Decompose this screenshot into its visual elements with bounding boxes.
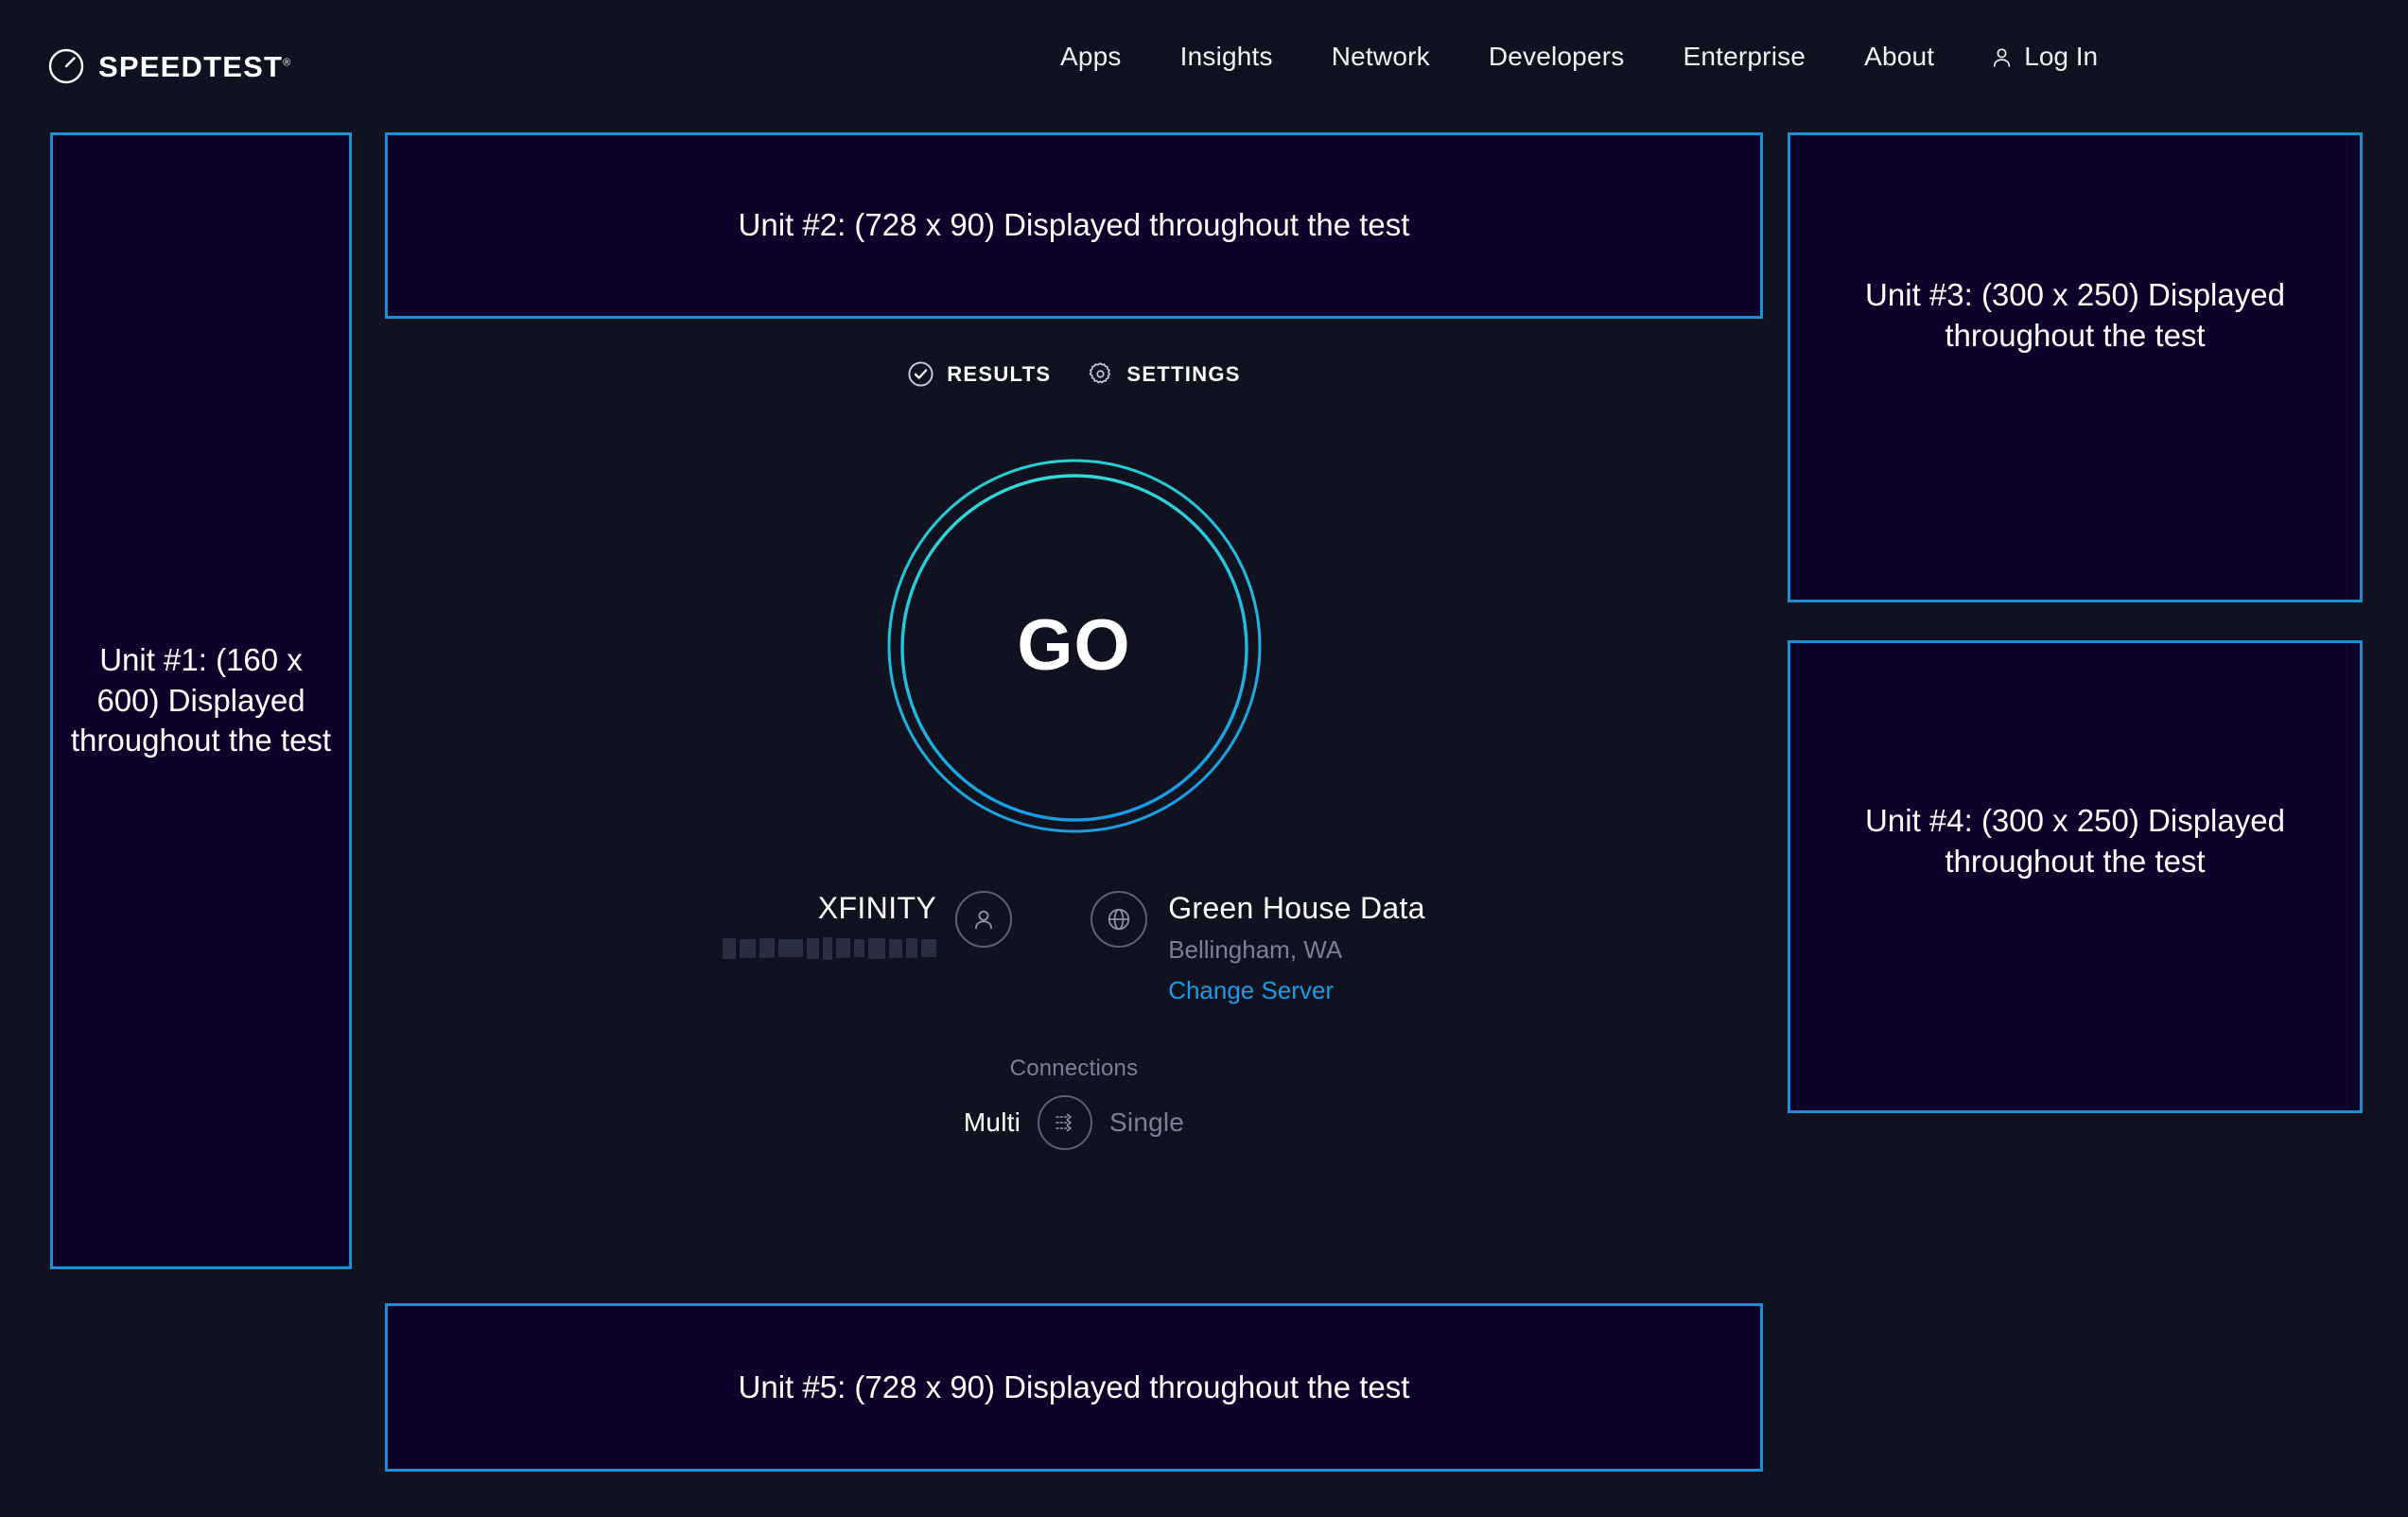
nav-item-enterprise[interactable]: Enterprise — [1683, 42, 1806, 71]
connection-info-row: XFINITY — [385, 887, 1763, 1005]
ad-unit-2[interactable]: Unit #2: (728 x 90) Displayed throughout… — [385, 132, 1763, 319]
multi-arrows-icon[interactable] — [1038, 1094, 1093, 1150]
server-text: Green House Data Bellingham, WA Change S… — [1168, 891, 1425, 1005]
connections-section: Connections Multi Single — [964, 1055, 1184, 1150]
ad-unit-4-text: Unit #4: (300 x 250) Displayed throughou… — [1865, 803, 2285, 879]
ad-unit-2-text: Unit #2: (728 x 90) Displayed throughout… — [738, 207, 1410, 243]
check-circle-icon — [907, 360, 934, 388]
nav-item-insights[interactable]: Insights — [1179, 42, 1273, 71]
nav-item-apps[interactable]: Apps — [1060, 42, 1122, 71]
nav-item-about[interactable]: About — [1864, 42, 1935, 71]
ad-unit-1[interactable]: Unit #1: (160 x 600) Displayed throughou… — [50, 132, 352, 1269]
trademark-symbol: ® — [283, 57, 291, 69]
go-button[interactable]: GO — [885, 457, 1264, 835]
change-server-link[interactable]: Change Server — [1168, 975, 1335, 1004]
tab-results[interactable]: RESULTS — [907, 360, 1051, 388]
panel-tabs: RESULTS SETTINGS — [907, 360, 1241, 388]
connections-multi-option[interactable]: Multi — [963, 1107, 1021, 1137]
person-icon — [1990, 45, 2014, 69]
gear-icon — [1087, 360, 1114, 388]
connections-toggle: Multi Single — [963, 1094, 1185, 1150]
login-button[interactable]: Log In — [1963, 42, 2098, 72]
connections-single-option[interactable]: Single — [1109, 1107, 1185, 1137]
go-button-label: GO — [1017, 605, 1131, 686]
site-header: SPEEDTEST® Apps Insights Network Develop… — [0, 0, 2408, 131]
server-name: Green House Data — [1168, 891, 1425, 925]
nav-item-network[interactable]: Network — [1331, 42, 1430, 71]
tab-settings-label: SETTINGS — [1126, 361, 1241, 386]
isp-block[interactable]: XFINITY — [723, 887, 1013, 960]
brand-name: SPEEDTEST — [98, 49, 284, 83]
ip-address-redacted — [723, 936, 937, 960]
nav-item-developers[interactable]: Developers — [1488, 42, 1625, 71]
speedtest-logo[interactable]: SPEEDTEST® — [47, 47, 290, 85]
isp-text: XFINITY — [723, 891, 937, 960]
ad-unit-3-text: Unit #3: (300 x 250) Displayed throughou… — [1865, 277, 2285, 353]
globe-icon — [1091, 891, 1148, 948]
server-block[interactable]: Green House Data Bellingham, WA Change S… — [1091, 887, 1425, 1005]
isp-name: XFINITY — [817, 891, 937, 925]
main-navigation: Apps Insights Network Developers Enterpr… — [1031, 42, 2098, 72]
brand-wordmark: SPEEDTEST® — [98, 52, 290, 81]
go-button-rings — [887, 459, 1261, 833]
ad-unit-5-text: Unit #5: (728 x 90) Displayed throughout… — [738, 1369, 1410, 1404]
ad-unit-1-text: Unit #1: (160 x 600) Displayed throughou… — [70, 641, 332, 758]
speedtest-main-panel: RESULTS SETTINGS — [385, 319, 1763, 1150]
speedometer-icon — [47, 47, 85, 85]
ad-unit-4[interactable]: Unit #4: (300 x 250) Displayed throughou… — [1788, 640, 2363, 1113]
tab-settings[interactable]: SETTINGS — [1087, 360, 1240, 388]
server-location: Bellingham, WA — [1168, 934, 1343, 964]
login-label: Log In — [2024, 42, 2099, 71]
person-icon — [955, 891, 1013, 948]
tab-results-label: RESULTS — [947, 361, 1052, 386]
ad-unit-3[interactable]: Unit #3: (300 x 250) Displayed throughou… — [1788, 132, 2363, 602]
ad-unit-5[interactable]: Unit #5: (728 x 90) Displayed throughout… — [385, 1303, 1763, 1472]
connections-label: Connections — [1009, 1055, 1139, 1081]
